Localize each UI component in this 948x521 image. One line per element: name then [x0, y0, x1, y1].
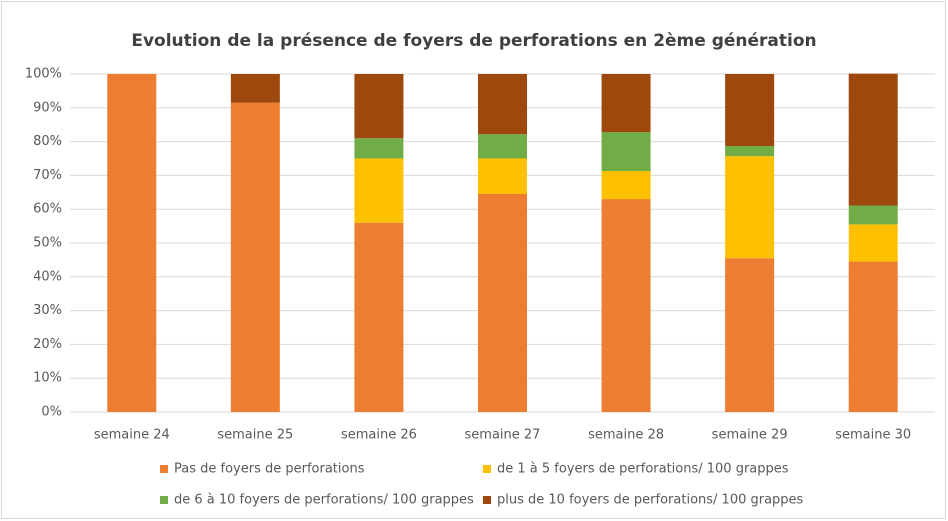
legend-swatch — [160, 465, 168, 473]
bar-segment — [478, 134, 527, 159]
y-tick-label: 0% — [41, 405, 62, 420]
legend-swatch — [483, 496, 491, 504]
x-tick-label: semaine 29 — [712, 428, 788, 443]
bar-segment — [848, 224, 898, 262]
y-tick-label: 20% — [33, 337, 62, 352]
bar-segment — [230, 102, 280, 412]
bar-segment — [725, 156, 775, 259]
x-tick-label: semaine 25 — [217, 428, 293, 443]
legend-label: de 1 à 5 foyers de perforations/ 100 gra… — [497, 462, 789, 477]
bar-segment — [601, 171, 651, 200]
x-tick-label: semaine 30 — [835, 428, 911, 443]
y-tick-label: 90% — [33, 100, 62, 115]
legend-swatch — [160, 496, 168, 504]
chart-title: Evolution de la présence de foyers de pe… — [131, 31, 816, 51]
bar-segment — [725, 258, 775, 412]
bar-segment — [354, 138, 404, 159]
legend-label: Pas de foyers de perforations — [174, 462, 365, 477]
legend-label: plus de 10 foyers de perforations/ 100 g… — [497, 493, 804, 508]
bar-segment — [478, 158, 527, 194]
y-tick-label: 80% — [33, 134, 62, 149]
x-tick-label: semaine 28 — [588, 428, 664, 443]
y-tick-label: 70% — [33, 168, 62, 183]
bar-segment — [725, 74, 775, 146]
bar-segment — [107, 74, 157, 412]
y-tick-label: 40% — [33, 269, 62, 284]
bar-segment — [230, 74, 280, 103]
y-tick-label: 100% — [25, 67, 62, 82]
bar-segment — [478, 193, 527, 412]
bar-segment — [848, 261, 898, 412]
legend-swatch — [483, 465, 491, 473]
bar-segment — [601, 132, 651, 172]
y-tick-label: 50% — [33, 236, 62, 251]
y-tick-label: 60% — [33, 202, 62, 217]
bar-segment — [725, 145, 775, 157]
bar-segment — [354, 222, 404, 412]
bar-segment — [848, 73, 898, 206]
bar-segment — [354, 74, 404, 139]
x-tick-label: semaine 27 — [465, 428, 541, 443]
x-tick-label: semaine 26 — [341, 428, 417, 443]
x-tick-label: semaine 24 — [94, 428, 170, 443]
bar-segment — [354, 158, 404, 223]
bar-segment — [478, 74, 527, 135]
bar-segment — [601, 199, 651, 412]
y-tick-label: 10% — [33, 371, 62, 386]
bar-segment — [601, 74, 651, 133]
bar-segment — [848, 205, 898, 225]
legend-label: de 6 à 10 foyers de perforations/ 100 gr… — [174, 493, 474, 508]
y-tick-label: 30% — [33, 303, 62, 318]
